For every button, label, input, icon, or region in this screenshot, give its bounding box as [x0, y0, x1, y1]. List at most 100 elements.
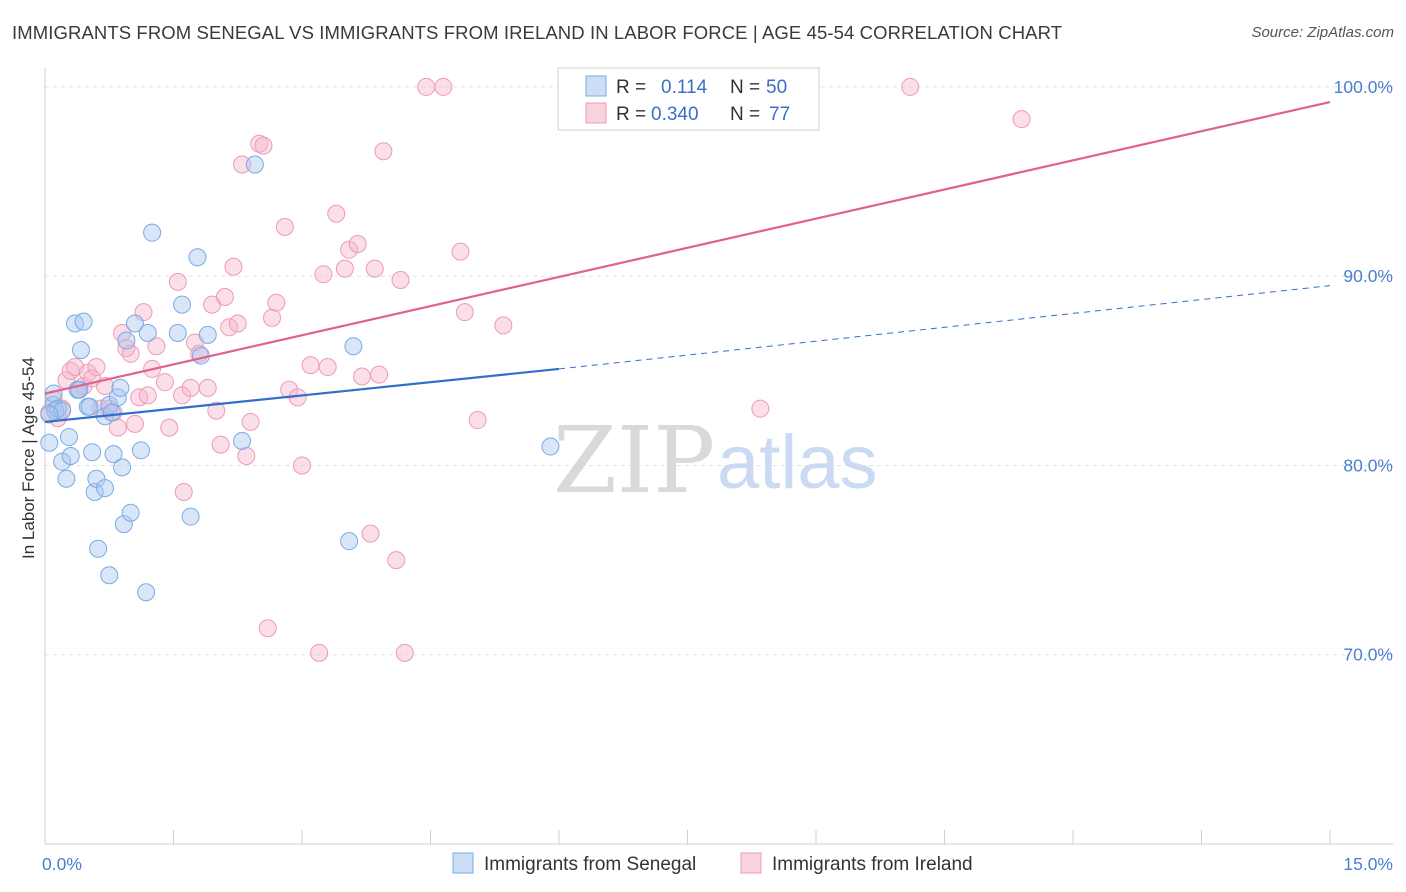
point-senegal: [340, 532, 359, 551]
y-tick-label: 70.0%: [1343, 645, 1393, 665]
point-senegal: [102, 403, 121, 422]
point-senegal: [173, 295, 192, 314]
point-senegal: [57, 469, 76, 488]
point-senegal: [168, 323, 187, 342]
point-ireland: [318, 358, 337, 377]
y-axis-label: In Labor Force | Age 45-54: [19, 357, 38, 559]
point-senegal: [541, 437, 560, 456]
point-ireland: [207, 401, 226, 420]
point-ireland: [314, 265, 333, 284]
bottom-legend-label-ireland: Immigrants from Ireland: [772, 854, 973, 875]
point-senegal: [137, 583, 156, 602]
trend-line-ireland: [44, 100, 1331, 395]
point-ireland: [451, 242, 470, 261]
y-tick-label: 80.0%: [1343, 455, 1393, 475]
point-senegal: [85, 482, 104, 501]
point-ireland: [387, 551, 406, 570]
point-senegal: [113, 458, 132, 477]
point-senegal: [131, 441, 150, 460]
source-credit: Source: ZipAtlas.com: [1251, 24, 1394, 41]
point-senegal: [40, 433, 59, 452]
point-senegal: [233, 431, 252, 450]
legend-n-value-senegal: 50: [766, 77, 787, 98]
legend-r-value-ireland: 0.340: [651, 104, 699, 125]
bottom-legend-swatch-senegal: [452, 852, 474, 874]
point-senegal: [74, 312, 93, 331]
legend-r-label-senegal: R =: [616, 77, 646, 98]
series-legend: Immigrants from Senegal Immigrants from …: [452, 852, 973, 875]
point-senegal: [245, 155, 264, 174]
point-ireland: [434, 77, 453, 96]
point-senegal: [121, 503, 140, 522]
point-ireland: [352, 367, 371, 386]
point-ireland: [241, 412, 260, 431]
legend-r-value-senegal: 0.114: [661, 77, 708, 98]
point-senegal: [95, 479, 114, 498]
point-senegal: [198, 325, 217, 344]
point-senegal: [59, 428, 78, 447]
point-senegal: [191, 346, 210, 365]
point-ireland: [254, 136, 273, 155]
legend-n-label-ireland: N =: [730, 104, 760, 125]
data-points: [40, 77, 1031, 662]
point-senegal: [71, 341, 90, 360]
point-ireland: [365, 259, 384, 278]
point-senegal: [181, 507, 200, 526]
point-ireland: [340, 240, 359, 259]
point-senegal: [117, 331, 136, 350]
point-ireland: [258, 619, 277, 638]
point-ireland: [181, 378, 200, 397]
point-senegal: [104, 445, 123, 464]
point-senegal: [125, 314, 144, 333]
point-senegal: [143, 223, 162, 242]
correlation-legend: R = 0.114 N = 50 R = 0.340 N = 77: [557, 67, 820, 131]
point-ireland: [267, 293, 286, 312]
point-ireland: [168, 272, 187, 291]
point-ireland: [275, 217, 294, 236]
point-ireland: [147, 337, 166, 356]
point-ireland: [211, 435, 230, 454]
watermark-zip: ZIP: [553, 407, 715, 514]
point-senegal: [100, 566, 119, 585]
legend-n-value-ireland: 77: [769, 104, 790, 125]
point-ireland: [374, 142, 393, 161]
point-ireland: [468, 411, 487, 430]
point-ireland: [198, 378, 217, 397]
point-senegal: [53, 452, 72, 471]
point-ireland: [391, 270, 410, 289]
point-senegal: [114, 515, 133, 534]
y-tick-labels: 70.0% 80.0% 90.0% 100.0%: [1334, 77, 1393, 665]
trend-lines: [44, 100, 1331, 424]
point-senegal: [61, 447, 80, 465]
point-ireland: [228, 314, 247, 333]
point-ireland: [901, 77, 920, 96]
point-ireland: [327, 204, 346, 223]
trend-line-senegal: [44, 367, 560, 424]
point-ireland: [215, 288, 234, 307]
point-ireland: [1012, 110, 1031, 129]
bottom-legend-label-senegal: Immigrants from Senegal: [484, 854, 696, 875]
point-ireland: [224, 257, 243, 276]
point-ireland: [125, 414, 144, 433]
axes: [44, 68, 1393, 845]
point-senegal: [89, 539, 108, 558]
point-ireland: [395, 643, 414, 662]
point-ireland: [138, 386, 157, 405]
point-ireland: [494, 316, 513, 335]
point-senegal: [188, 248, 207, 267]
point-ireland: [237, 447, 256, 465]
point-senegal: [40, 405, 59, 424]
legend-n-label-senegal: N =: [730, 77, 760, 98]
legend-swatch-senegal: [585, 75, 607, 97]
point-ireland: [455, 303, 474, 322]
point-ireland: [417, 77, 436, 96]
point-ireland: [155, 373, 174, 392]
point-ireland: [293, 456, 311, 475]
point-ireland: [301, 356, 320, 375]
watermark: ZIP atlas: [553, 407, 878, 514]
point-senegal: [344, 337, 363, 356]
x-tick-label: 0.0%: [42, 854, 82, 874]
point-ireland: [370, 365, 389, 384]
point-senegal: [80, 397, 99, 416]
point-senegal: [138, 323, 157, 342]
